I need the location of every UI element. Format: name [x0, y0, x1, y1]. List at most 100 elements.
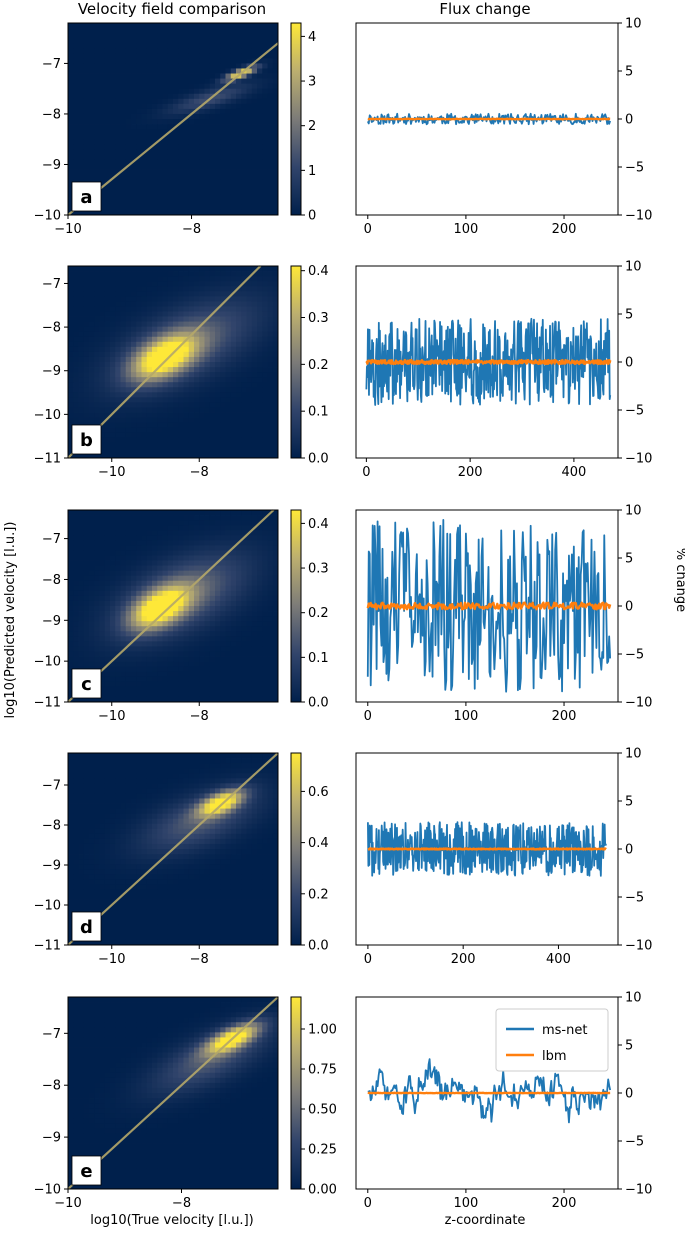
heatmap-cell: [241, 412, 247, 418]
heatmap-cell: [68, 606, 74, 612]
heatmap-cell: [89, 585, 95, 592]
heatmap-cell: [131, 686, 137, 693]
heatmap-cell: [204, 545, 211, 551]
heatmap-cell: [257, 510, 263, 516]
heatmap-cell: [131, 606, 137, 612]
heatmap-cell: [89, 864, 95, 870]
heatmap-cell: [188, 63, 195, 69]
heatmap-cell: [167, 144, 174, 150]
heatmap-cell: [257, 174, 263, 181]
heatmap-cell: [73, 600, 79, 607]
heatmap-cell: [78, 452, 85, 459]
heatmap-cell: [152, 88, 158, 95]
heatmap-cell: [178, 432, 184, 439]
heatmap-cell: [251, 437, 258, 444]
heatmap-cell: [94, 565, 100, 572]
heatmap-cell: [262, 139, 268, 145]
heatmap-cell: [199, 666, 205, 673]
heatmap-cell: [167, 346, 174, 353]
heatmap-cell: [173, 63, 179, 69]
heatmap-cell: [120, 442, 127, 449]
heatmap-cell: [220, 452, 226, 459]
heatmap-cell: [199, 311, 205, 317]
heatmap-cell: [257, 159, 263, 165]
heatmap-cell: [241, 134, 247, 140]
heatmap-cell: [83, 341, 90, 348]
heatmap-cell: [146, 560, 153, 566]
heatmap-cell: [125, 43, 132, 49]
heatmap-cell: [209, 555, 216, 561]
heatmap-cell: [152, 68, 158, 74]
heatmap-cell: [267, 691, 274, 698]
heatmap-cell: [104, 560, 111, 566]
heatmap-cell: [99, 641, 106, 647]
heatmap-cell: [125, 291, 132, 297]
heatmap-cell: [183, 296, 190, 302]
heatmap-cell: [157, 119, 163, 125]
heatmap-cell: [183, 427, 190, 434]
heatmap-cell: [188, 341, 195, 348]
heatmap-cell: [209, 23, 216, 29]
heatmap-cell: [141, 515, 148, 521]
heatmap-cell: [209, 696, 216, 703]
heatmap-cell: [236, 452, 242, 459]
heatmap-cell: [131, 63, 137, 69]
heatmap-cell: [152, 124, 158, 130]
heatmap-cell: [157, 326, 163, 333]
heatmap-cell: [89, 530, 95, 536]
heatmap-cell: [162, 184, 169, 191]
heatmap-cell: [78, 520, 85, 526]
heatmap-cell: [104, 874, 111, 880]
heatmap-cell: [131, 331, 137, 338]
heatmap-cell: [204, 276, 211, 282]
heatmap-cell: [188, 108, 195, 115]
heatmap-cell: [257, 98, 263, 105]
heatmap-cell: [188, 621, 195, 627]
heatmap-cell: [73, 78, 79, 85]
heatmap-cell: [262, 611, 268, 617]
heatmap-cell: [89, 33, 95, 39]
heatmap-cell: [110, 555, 116, 561]
heatmap-cell: [136, 575, 142, 582]
heatmap-frame: [67, 22, 279, 216]
heatmap-cell: [178, 174, 184, 181]
heatmap-cell: [104, 545, 111, 551]
heatmap-cell: [167, 560, 174, 566]
heatmap-cell: [262, 316, 268, 322]
heatmap-cell: [230, 671, 237, 678]
colorbar-tick-label: 2: [308, 119, 316, 134]
heatmap-cell: [110, 442, 116, 449]
heatmap-cell: [152, 550, 158, 556]
heatmap-cell: [194, 93, 200, 100]
heatmap-cell: [89, 879, 95, 885]
heatmap-cell: [83, 48, 90, 54]
heatmap-cell: [225, 316, 232, 322]
heatmap-cell: [272, 169, 279, 175]
heatmap-cell: [141, 545, 148, 551]
heatmap-cell: [178, 661, 184, 668]
heatmap-cell: [246, 103, 253, 110]
heatmap-cell: [173, 606, 179, 612]
heatmap-cell: [110, 397, 116, 403]
heatmap-cell: [178, 53, 184, 59]
heatmap-cell: [141, 154, 148, 160]
heatmap-cell: [209, 590, 216, 597]
heatmap-cell: [204, 600, 211, 607]
heatmap-cell: [131, 199, 137, 206]
heatmap-cell: [78, 793, 85, 799]
heatmap-cell: [152, 169, 158, 175]
heatmap-cell: [204, 641, 211, 647]
heatmap-cell: [146, 407, 153, 413]
heatmap-cell: [209, 422, 216, 429]
heatmap-cell: [194, 159, 200, 165]
heatmap-cell: [115, 442, 121, 449]
heatmap-cell: [236, 696, 242, 703]
heatmap-cell: [178, 346, 184, 353]
heatmap-cell: [162, 525, 169, 531]
heatmap-cell: [262, 412, 268, 418]
heatmap-cell: [131, 382, 137, 388]
heatmap-cell: [125, 311, 132, 317]
heatmap-cell: [246, 159, 253, 165]
heatmap-cell: [236, 346, 242, 353]
heatmap-cell: [199, 560, 205, 566]
